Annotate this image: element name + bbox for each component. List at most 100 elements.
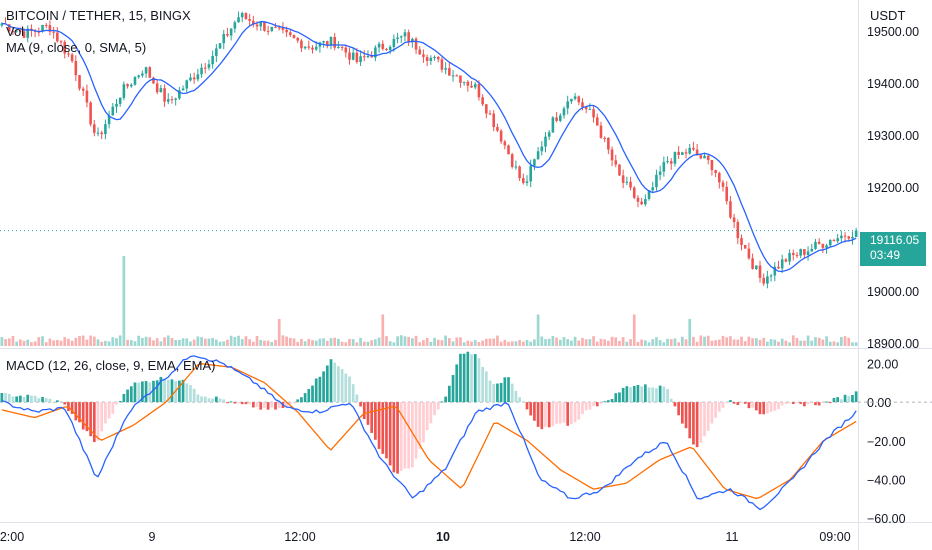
candle-body[interactable] — [725, 186, 729, 202]
candle-body[interactable] — [203, 67, 207, 69]
candle-body[interactable] — [555, 117, 558, 121]
candle-body[interactable] — [115, 103, 118, 107]
candle-body[interactable] — [277, 27, 281, 29]
candle-body[interactable] — [70, 54, 74, 62]
candle-body[interactable] — [314, 46, 318, 50]
candle-body[interactable] — [625, 181, 629, 183]
candle-body[interactable] — [825, 245, 828, 248]
candle-body[interactable] — [795, 254, 799, 256]
candle-body[interactable] — [647, 190, 651, 200]
candle-body[interactable] — [448, 68, 451, 76]
candle-body[interactable] — [200, 67, 203, 75]
candle-body[interactable] — [588, 109, 592, 111]
candle-body[interactable] — [544, 136, 547, 147]
candle-body[interactable] — [388, 46, 392, 51]
candle-body[interactable] — [632, 187, 636, 198]
candle-body[interactable] — [263, 22, 266, 31]
candle-body[interactable] — [780, 259, 784, 269]
candle-body[interactable] — [714, 170, 717, 173]
candle-body[interactable] — [407, 32, 410, 43]
candle-body[interactable] — [0, 23, 4, 26]
candle-body[interactable] — [78, 75, 81, 89]
candle-body[interactable] — [621, 175, 625, 183]
candle-body[interactable] — [355, 52, 359, 63]
candle-body[interactable] — [370, 56, 373, 58]
candle-body[interactable] — [259, 22, 263, 27]
candle-body[interactable] — [799, 249, 802, 256]
candle-body[interactable] — [551, 117, 555, 133]
candle-body[interactable] — [788, 253, 791, 262]
candle-body[interactable] — [499, 130, 503, 142]
candle-body[interactable] — [470, 85, 473, 88]
candle-body[interactable] — [492, 113, 496, 128]
candle-body[interactable] — [289, 32, 292, 36]
candle-body[interactable] — [791, 253, 795, 255]
candle-body[interactable] — [281, 27, 285, 30]
candle-body[interactable] — [681, 152, 684, 155]
candle-body[interactable] — [658, 171, 662, 175]
candle-body[interactable] — [266, 30, 270, 32]
candle-body[interactable] — [237, 17, 240, 23]
candle-body[interactable] — [599, 125, 603, 138]
candle-body[interactable] — [129, 84, 133, 87]
candle-body[interactable] — [307, 46, 311, 48]
candle-body[interactable] — [318, 42, 322, 47]
candle-body[interactable] — [459, 75, 462, 83]
candle-body[interactable] — [81, 88, 85, 91]
candle-body[interactable] — [104, 124, 107, 135]
candle-body[interactable] — [636, 197, 640, 202]
candle-body[interactable] — [703, 155, 706, 159]
candle-body[interactable] — [706, 155, 710, 161]
candle-body[interactable] — [322, 41, 325, 43]
candle-body[interactable] — [418, 49, 422, 55]
candle-body[interactable] — [67, 53, 70, 55]
candle-body[interactable] — [233, 22, 237, 29]
candle-body[interactable] — [185, 80, 189, 89]
candle-body[interactable] — [743, 245, 747, 249]
candle-body[interactable] — [673, 151, 677, 164]
candle-body[interactable] — [488, 113, 492, 115]
candle-body[interactable] — [455, 75, 459, 77]
candle-body[interactable] — [326, 41, 329, 46]
candle-body[interactable] — [828, 240, 832, 246]
candle-body[interactable] — [22, 31, 26, 38]
candle-body[interactable] — [718, 172, 721, 183]
candle-body[interactable] — [684, 152, 688, 154]
candle-body[interactable] — [118, 97, 122, 104]
candle-body[interactable] — [747, 248, 751, 259]
candle-body[interactable] — [595, 117, 599, 126]
candle-body[interactable] — [178, 90, 181, 99]
candle-body[interactable] — [303, 46, 307, 49]
candle-body[interactable] — [510, 154, 514, 167]
candle-body[interactable] — [429, 57, 433, 61]
candle-body[interactable] — [366, 56, 370, 58]
candle-body[interactable] — [644, 199, 647, 205]
candle-body[interactable] — [692, 147, 695, 150]
candle-body[interactable] — [736, 222, 740, 239]
candle-body[interactable] — [141, 73, 144, 76]
candle-body[interactable] — [19, 30, 22, 32]
candle-body[interactable] — [152, 77, 155, 84]
candle-body[interactable] — [348, 52, 351, 60]
candle-body[interactable] — [189, 77, 192, 81]
candle-body[interactable] — [803, 249, 806, 255]
candle-body[interactable] — [533, 159, 536, 166]
candle-body[interactable] — [63, 41, 67, 54]
candle-body[interactable] — [163, 88, 166, 102]
candle-body[interactable] — [758, 265, 762, 278]
candle-body[interactable] — [607, 137, 610, 150]
candle-body[interactable] — [56, 32, 59, 42]
candle-body[interactable] — [662, 162, 666, 172]
candle-body[interactable] — [126, 84, 129, 87]
candle-body[interactable] — [411, 38, 414, 43]
candle-body[interactable] — [248, 19, 251, 21]
candle-body[interactable] — [610, 149, 614, 161]
candle-body[interactable] — [699, 155, 703, 159]
candle-body[interactable] — [547, 132, 551, 137]
candle-body[interactable] — [577, 96, 581, 103]
candle-body[interactable] — [93, 124, 96, 133]
candle-body[interactable] — [581, 102, 584, 108]
candle-body[interactable] — [473, 84, 477, 88]
candle-body[interactable] — [255, 24, 259, 27]
